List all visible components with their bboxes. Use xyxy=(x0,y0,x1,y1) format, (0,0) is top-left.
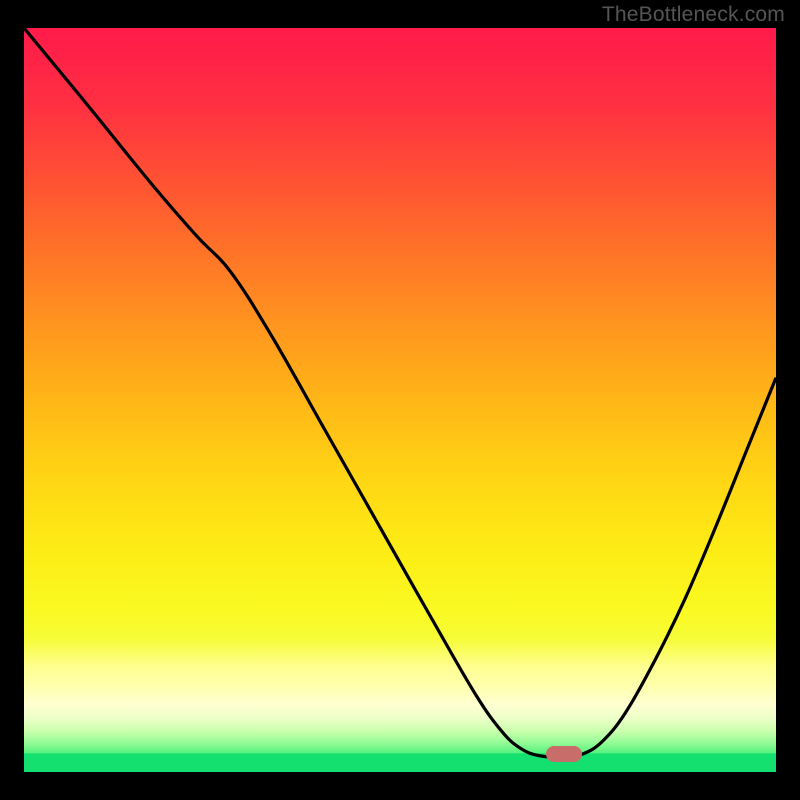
watermark-text: TheBottleneck.com xyxy=(602,3,785,27)
bottleneck-curve xyxy=(24,28,776,772)
optimal-marker xyxy=(546,746,582,762)
plot-area xyxy=(24,28,776,772)
